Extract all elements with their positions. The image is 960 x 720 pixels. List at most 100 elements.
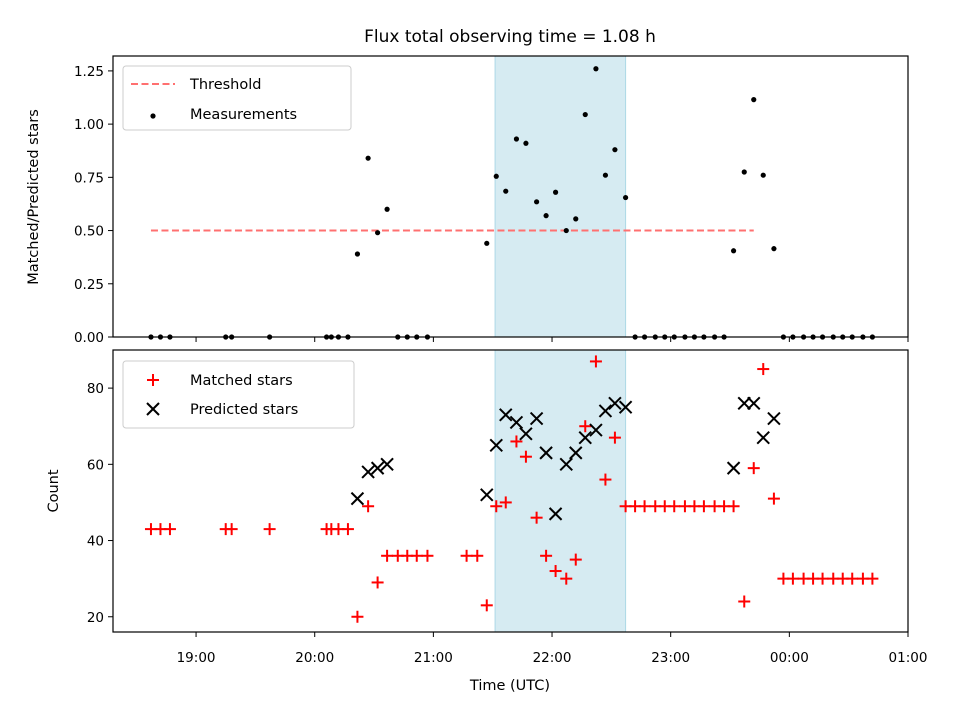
- threshold-legend-label: Threshold: [189, 77, 261, 93]
- predicted-star-point: [529, 411, 544, 426]
- matched-star-point: [510, 435, 523, 448]
- measurement-point: [730, 248, 737, 254]
- matched-star-point: [351, 610, 364, 623]
- measurement-point: [593, 66, 599, 72]
- x-tick-label: 01:00: [889, 650, 928, 666]
- matched-star-point: [846, 572, 859, 585]
- predicted-star-point: [737, 396, 751, 411]
- matched-star-point: [381, 549, 394, 562]
- measurements-legend-icon: [150, 113, 156, 119]
- predicted-star-point: [618, 400, 633, 414]
- measurement-point: [612, 147, 618, 153]
- top-legend: Threshold Measurements: [122, 65, 352, 131]
- matched-star-point: [738, 595, 751, 608]
- predicted-star-point: [499, 408, 513, 422]
- matched-star-point: [668, 500, 681, 513]
- measurement-point: [354, 251, 361, 257]
- matched-star-point: [579, 420, 592, 433]
- top-panel-frame: [112, 55, 909, 338]
- matched-star-point: [786, 572, 799, 585]
- measurement-point: [771, 246, 777, 252]
- measurement-point: [622, 194, 629, 201]
- matched-star-point: [225, 523, 238, 536]
- matched-star-point: [460, 549, 473, 562]
- measurement-point: [582, 111, 588, 118]
- measurement-point: [543, 213, 549, 219]
- measurement-point: [513, 136, 520, 142]
- matched-star-point: [362, 500, 375, 513]
- x-tick-label: 22:00: [533, 650, 572, 666]
- matched-star-point: [816, 572, 829, 585]
- x-tick-label: 20:00: [295, 650, 334, 666]
- y-tick-label: 20: [87, 610, 104, 626]
- measurement-point: [484, 240, 490, 246]
- matched-legend-label: Matched stars: [190, 373, 293, 389]
- predicted-star-point: [361, 465, 375, 479]
- y-tick-label: 1.25: [74, 64, 104, 80]
- matched-stars-points: [144, 355, 879, 623]
- bottom-y-axis-label: Count: [46, 469, 62, 512]
- predicted-star-point: [756, 430, 770, 445]
- predicted-star-point: [569, 446, 583, 460]
- measurement-point: [563, 227, 569, 234]
- matched-star-point: [589, 355, 602, 368]
- predicted-star-point: [350, 491, 365, 506]
- matched-star-point: [480, 599, 493, 612]
- x-tick-label: 19:00: [177, 650, 216, 666]
- matched-star-point: [519, 450, 532, 463]
- matched-star-point: [608, 431, 621, 444]
- predicted-star-point: [480, 488, 494, 502]
- y-tick-label: 0.00: [74, 330, 104, 346]
- matched-star-point: [490, 500, 503, 513]
- predicted-legend-icon: [146, 402, 160, 416]
- y-tick-label: 0.75: [74, 170, 104, 186]
- bottom-legend-box: [122, 360, 355, 429]
- measurement-point: [602, 172, 609, 178]
- matched-star-point: [638, 500, 651, 513]
- y-tick-label: 0.25: [74, 277, 104, 293]
- matched-star-point: [727, 500, 740, 513]
- predicted-stars-points: [350, 396, 781, 521]
- y-tick-label: 60: [87, 457, 104, 473]
- predicted-star-point: [519, 427, 533, 441]
- top-highlight-span: [494, 55, 627, 338]
- chart-title: Flux total observing time = 1.08 h: [364, 27, 656, 47]
- bottom-x-ticks: 19:00 20:00 21:00 22:00 23:00 00:00 01:00: [177, 632, 928, 666]
- matched-star-point: [560, 572, 573, 585]
- measurement-point: [384, 206, 390, 212]
- measurement-point: [365, 155, 371, 161]
- measurement-point: [552, 189, 559, 195]
- predicted-star-point: [559, 457, 573, 472]
- bottom-panel-frame: [112, 349, 909, 633]
- top-y-ticks: 0.00 0.25 0.50 0.75 1.00 1.25: [74, 64, 113, 346]
- measurement-point: [751, 97, 757, 103]
- predicted-star-point: [767, 411, 781, 426]
- x-tick-label: 00:00: [770, 650, 809, 666]
- predicted-star-point: [589, 423, 603, 437]
- measurement-point: [503, 188, 509, 194]
- top-y-axis-label: Matched/Predicted stars: [26, 109, 42, 285]
- bottom-y-ticks: 20 40 60 80: [87, 381, 113, 626]
- matched-star-point: [371, 576, 384, 589]
- predicted-star-point: [370, 461, 385, 475]
- measurement-point: [741, 169, 747, 175]
- predicted-star-point: [578, 430, 592, 445]
- measurement-point: [573, 216, 579, 222]
- matched-star-point: [697, 500, 710, 513]
- bottom-highlight-span: [494, 349, 627, 633]
- y-tick-label: 1.00: [74, 117, 104, 133]
- matched-star-point: [421, 549, 434, 562]
- matched-star-point: [747, 462, 760, 475]
- measurement-point: [523, 140, 529, 146]
- matched-star-point: [163, 523, 176, 536]
- matched-star-point: [549, 565, 562, 578]
- predicted-star-point: [747, 396, 761, 411]
- predicted-star-point: [548, 507, 563, 521]
- matched-star-point: [410, 549, 423, 562]
- matched-star-point: [540, 549, 553, 562]
- y-tick-label: 0.50: [74, 224, 104, 240]
- y-tick-label: 40: [87, 534, 104, 550]
- measurement-point: [760, 172, 766, 178]
- matched-star-point: [569, 553, 582, 566]
